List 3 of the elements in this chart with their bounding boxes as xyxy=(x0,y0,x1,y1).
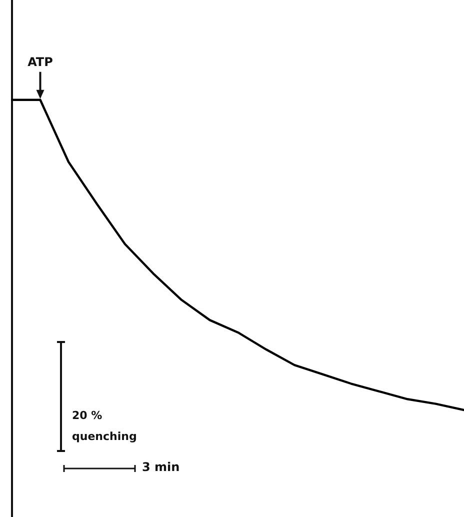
text: ATP xyxy=(28,54,54,69)
annotation: 20 % quenching xyxy=(72,408,138,445)
text: 3 min xyxy=(142,459,180,476)
